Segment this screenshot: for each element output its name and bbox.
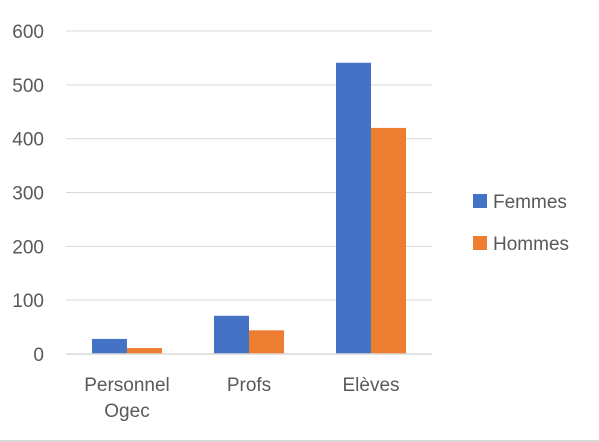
x-tick-label: Personnel — [84, 375, 170, 396]
legend-swatch-femmes — [473, 194, 487, 208]
y-tick-label: 100 — [12, 291, 44, 312]
axes: 0 100 200 300 400 500 600 Personnel Ogec Profs Elè… — [12, 22, 432, 422]
y-tick-label: 200 — [12, 237, 44, 258]
bar-femmes-0 — [92, 338, 127, 354]
y-tick-label: 400 — [12, 130, 44, 151]
bars — [92, 62, 406, 355]
bar-femmes-2 — [336, 62, 371, 355]
y-tick-label: 500 — [12, 76, 44, 97]
x-tick-label: Profs — [227, 375, 271, 396]
bottom-divider — [0, 440, 599, 442]
legend-label-femmes: Femmes — [493, 192, 567, 213]
legend-label-hommes: Hommes — [493, 234, 569, 255]
bar-femmes-1 — [214, 315, 249, 354]
x-tick-label: Ogec — [104, 401, 149, 422]
bar-hommes-2 — [371, 127, 406, 355]
legend: Femmes Hommes — [473, 192, 569, 255]
bar-hommes-1 — [249, 330, 284, 354]
legend-swatch-hommes — [473, 236, 487, 250]
y-tick-label: 0 — [33, 345, 44, 366]
x-tick-label: Elèves — [342, 375, 399, 396]
bar-hommes-0 — [127, 348, 162, 354]
y-tick-label: 600 — [12, 22, 44, 43]
y-tick-label: 300 — [12, 184, 44, 205]
